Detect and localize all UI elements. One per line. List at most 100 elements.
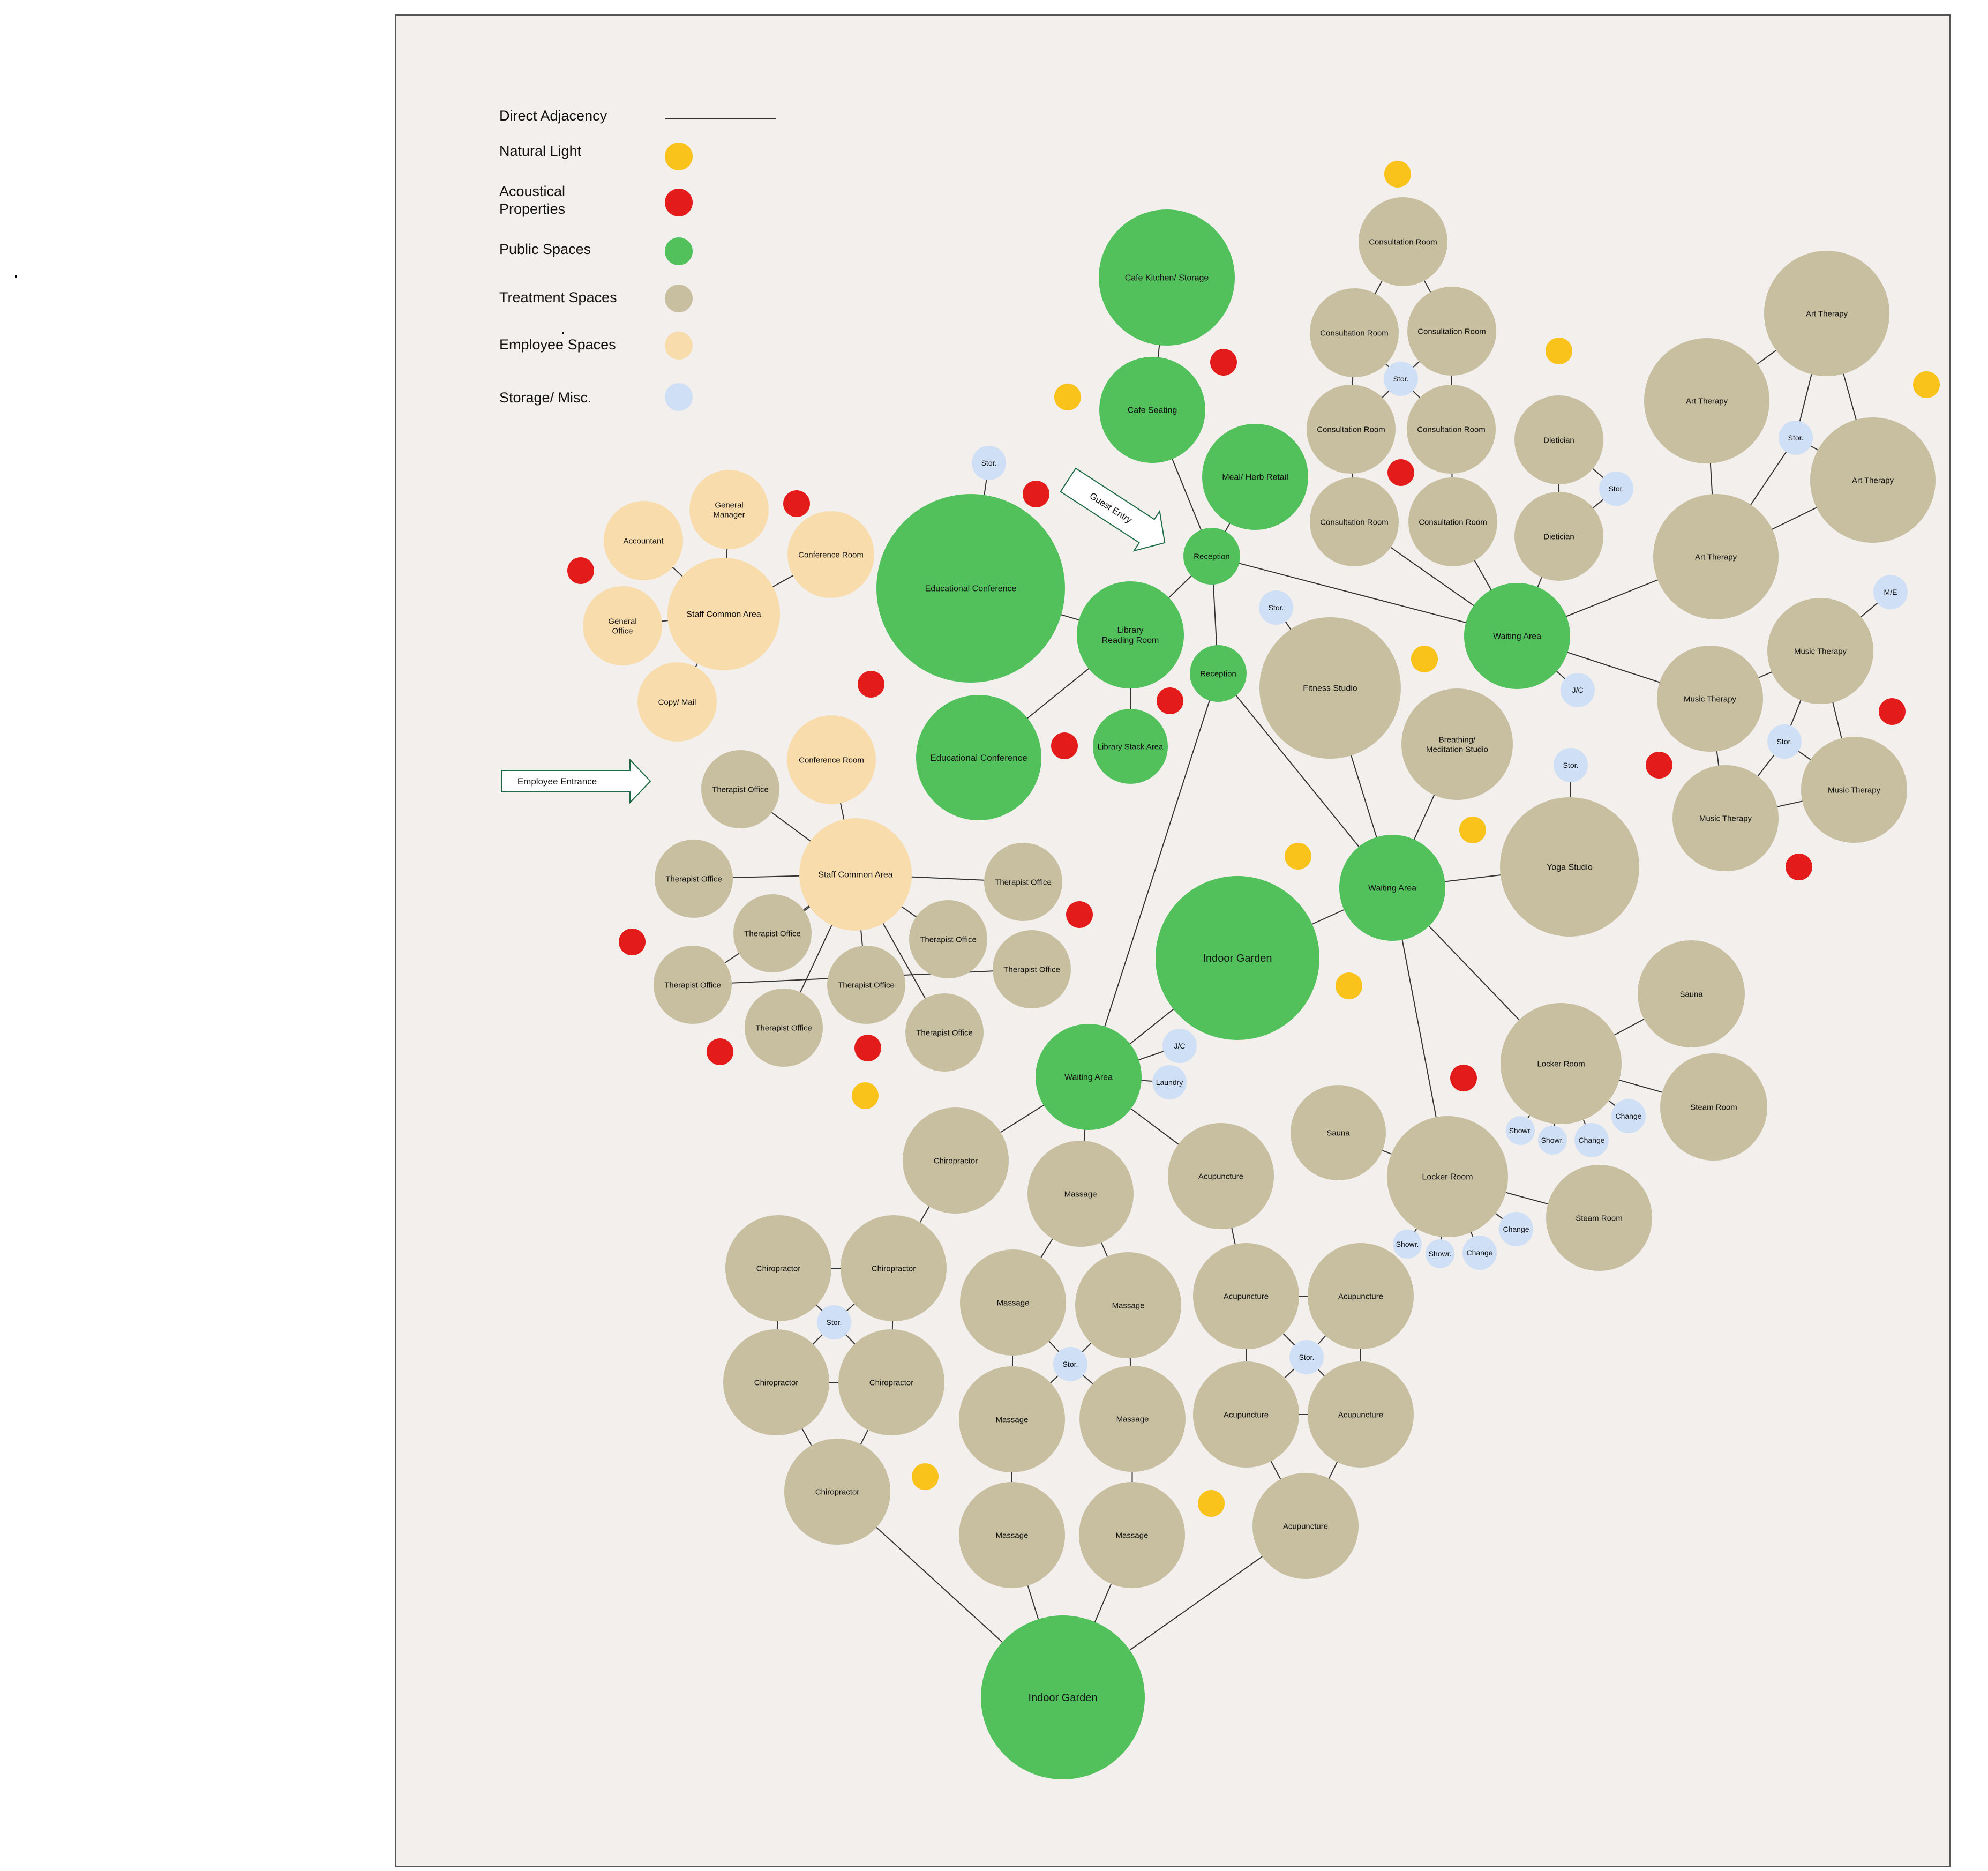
space-art1[interactable]: Art Therapy xyxy=(1764,251,1889,376)
space-showr2a[interactable]: Showr. xyxy=(1393,1230,1422,1259)
space-showr1b[interactable]: Showr. xyxy=(1538,1126,1567,1155)
space-consult7[interactable]: Consultation Room xyxy=(1408,477,1497,566)
space-ther-off3[interactable]: Therapist Office xyxy=(733,894,812,972)
space-copy-mail[interactable]: Copy/ Mail xyxy=(637,662,717,742)
space-waiting2[interactable]: Waiting Area xyxy=(1339,835,1445,941)
space-meal-retail[interactable]: Meal/ Herb Retail xyxy=(1202,424,1308,530)
space-acu4[interactable]: Acupuncture xyxy=(1193,1361,1299,1468)
space-library-reading[interactable]: Library Reading Room xyxy=(1077,581,1184,688)
space-massage4[interactable]: Massage xyxy=(959,1366,1065,1472)
space-chiro6[interactable]: Chiropractor xyxy=(784,1439,890,1545)
space-reception2[interactable]: Reception xyxy=(1190,645,1247,702)
space-chiro3[interactable]: Chiropractor xyxy=(841,1215,947,1321)
space-locker1[interactable]: Locker Room xyxy=(1501,1003,1622,1124)
space-waiting1[interactable]: Waiting Area xyxy=(1464,583,1570,689)
space-dietician2[interactable]: Dietician xyxy=(1514,492,1603,581)
space-me[interactable]: M/E xyxy=(1873,575,1908,609)
space-ther-off8[interactable]: Therapist Office xyxy=(827,946,905,1024)
space-stor-massage[interactable]: Stor. xyxy=(1053,1347,1087,1381)
space-acu6[interactable]: Acupuncture xyxy=(1252,1473,1359,1579)
space-change2b[interactable]: Change xyxy=(1462,1236,1497,1270)
space-ther-off1[interactable]: Therapist Office xyxy=(701,750,779,828)
space-garden1[interactable]: Indoor Garden xyxy=(1156,876,1319,1040)
space-dietician1[interactable]: Dietician xyxy=(1514,395,1603,484)
space-chiro4[interactable]: Chiropractor xyxy=(723,1329,829,1435)
space-consult2[interactable]: Consultation Room xyxy=(1310,288,1399,377)
space-jc1[interactable]: J/C xyxy=(1561,673,1595,707)
space-ther-off6[interactable]: Therapist Office xyxy=(984,843,1062,921)
space-acu2[interactable]: Acupuncture xyxy=(1193,1243,1299,1349)
space-consult1[interactable]: Consultation Room xyxy=(1359,197,1447,286)
space-stor-fitness[interactable]: Stor. xyxy=(1259,590,1293,625)
space-massage6[interactable]: Massage xyxy=(959,1482,1065,1588)
space-massage5[interactable]: Massage xyxy=(1079,1366,1186,1472)
space-consult3[interactable]: Consultation Room xyxy=(1407,287,1496,376)
space-steam1[interactable]: Steam Room xyxy=(1660,1053,1767,1161)
space-music3[interactable]: Music Therapy xyxy=(1672,765,1779,871)
space-ther-off2[interactable]: Therapist Office xyxy=(655,840,733,918)
space-ther-off10[interactable]: Therapist Office xyxy=(993,930,1071,1008)
space-change2a[interactable]: Change xyxy=(1499,1212,1533,1246)
space-cafe-kitchen[interactable]: Cafe Kitchen/ Storage xyxy=(1099,209,1235,346)
space-library-stack[interactable]: Library Stack Area xyxy=(1093,709,1168,784)
space-massage1[interactable]: Massage xyxy=(1027,1141,1134,1247)
space-garden2[interactable]: Indoor Garden xyxy=(981,1615,1145,1779)
space-steam2[interactable]: Steam Room xyxy=(1546,1165,1652,1271)
space-chiro5[interactable]: Chiropractor xyxy=(838,1329,944,1435)
space-sauna2[interactable]: Sauna xyxy=(1291,1085,1386,1180)
space-waiting3[interactable]: Waiting Area xyxy=(1036,1024,1142,1130)
space-stor-chiro[interactable]: Stor. xyxy=(817,1305,851,1339)
space-staff-common2[interactable]: Staff Common Area xyxy=(799,818,912,931)
space-general-office[interactable]: General Office xyxy=(583,586,662,665)
space-staff-common1[interactable]: Staff Common Area xyxy=(667,558,780,670)
space-general-manager[interactable]: General Manager xyxy=(689,470,769,549)
space-music4[interactable]: Music Therapy xyxy=(1801,737,1907,843)
space-art4[interactable]: Art Therapy xyxy=(1810,417,1936,543)
space-massage3[interactable]: Massage xyxy=(1075,1252,1181,1358)
space-cafe-seating[interactable]: Cafe Seating xyxy=(1099,357,1205,463)
space-stor-yoga[interactable]: Stor. xyxy=(1554,748,1588,782)
space-ther-off5[interactable]: Therapist Office xyxy=(745,989,823,1067)
space-consult6[interactable]: Consultation Room xyxy=(1310,477,1399,566)
space-conf-room2[interactable]: Conference Room xyxy=(787,715,876,804)
space-stor-diet[interactable]: Stor. xyxy=(1599,472,1633,506)
space-consult5[interactable]: Consultation Room xyxy=(1407,385,1496,474)
space-stor-music[interactable]: Stor. xyxy=(1767,724,1802,759)
space-chiro1[interactable]: Chiropractor xyxy=(903,1107,1009,1214)
space-art2[interactable]: Art Therapy xyxy=(1644,338,1769,463)
space-chiro2[interactable]: Chiropractor xyxy=(725,1215,831,1321)
space-stor-art[interactable]: Stor. xyxy=(1779,421,1813,455)
space-breathing[interactable]: Breathing/Meditation Studio xyxy=(1401,688,1513,800)
storage-space-bubble xyxy=(1259,590,1293,625)
space-acu1[interactable]: Acupuncture xyxy=(1168,1123,1274,1229)
space-ther-off9[interactable]: Therapist Office xyxy=(905,993,984,1072)
space-stor-consult[interactable]: Stor. xyxy=(1384,362,1418,396)
space-accountant[interactable]: Accountant xyxy=(604,501,683,580)
space-stor-acu[interactable]: Stor. xyxy=(1289,1340,1324,1374)
space-massage2[interactable]: Massage xyxy=(960,1249,1066,1356)
space-jc2[interactable]: J/C xyxy=(1162,1029,1197,1063)
space-fitness[interactable]: Fitness Studio xyxy=(1259,617,1401,759)
space-music2[interactable]: Music Therapy xyxy=(1657,646,1763,752)
space-locker2[interactable]: Locker Room xyxy=(1387,1116,1508,1237)
space-music1[interactable]: Music Therapy xyxy=(1767,598,1873,704)
space-acu5[interactable]: Acupuncture xyxy=(1308,1361,1414,1468)
space-sauna1[interactable]: Sauna xyxy=(1638,940,1745,1047)
space-yoga[interactable]: Yoga Studio xyxy=(1500,797,1639,937)
space-change1b[interactable]: Change xyxy=(1574,1123,1609,1157)
space-conf-room1[interactable]: Conference Room xyxy=(787,511,874,598)
space-acu3[interactable]: Acupuncture xyxy=(1308,1243,1414,1349)
space-showr1a[interactable]: Showr. xyxy=(1506,1116,1535,1145)
space-reception1[interactable]: Reception xyxy=(1183,528,1240,585)
space-ther-off7[interactable]: Therapist Office xyxy=(909,900,987,978)
space-stor-edu[interactable]: Stor. xyxy=(972,446,1006,480)
space-laundry[interactable]: Laundry xyxy=(1152,1065,1187,1099)
space-ther-off4[interactable]: Therapist Office xyxy=(654,946,732,1024)
space-consult4[interactable]: Consultation Room xyxy=(1307,385,1396,474)
space-change1a[interactable]: Change xyxy=(1611,1099,1646,1133)
space-showr2b[interactable]: Showr. xyxy=(1426,1239,1454,1268)
space-art3[interactable]: Art Therapy xyxy=(1653,494,1779,619)
space-massage7[interactable]: Massage xyxy=(1079,1482,1185,1588)
space-edu-conf1[interactable]: Educational Conference xyxy=(876,494,1065,683)
space-edu-conf2[interactable]: Educational Conference xyxy=(916,695,1041,820)
